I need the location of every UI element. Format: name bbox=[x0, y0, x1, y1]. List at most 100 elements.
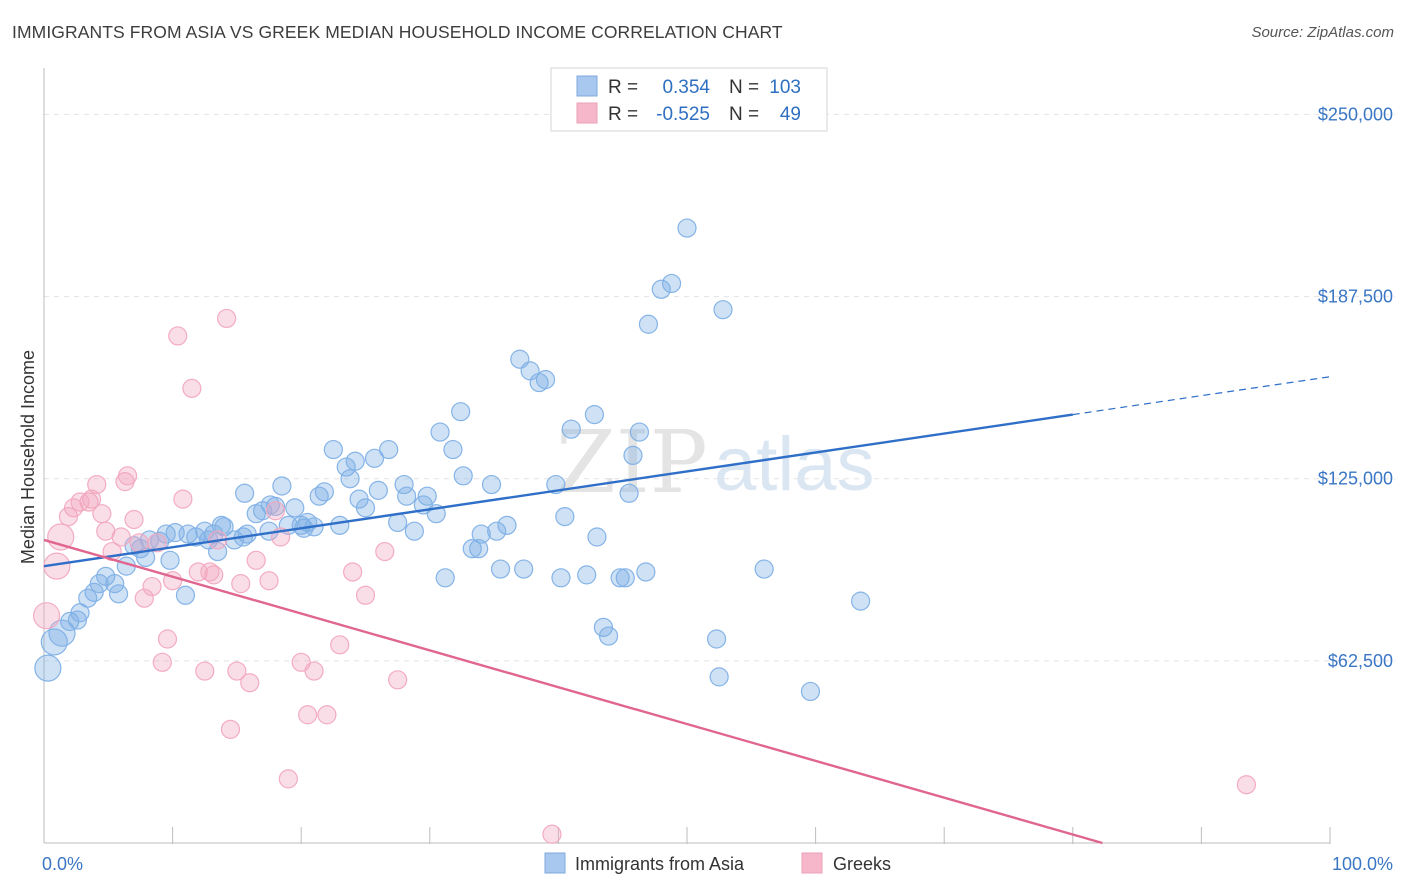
watermark-zip: ZIP bbox=[556, 413, 708, 513]
stats-swatch-blue bbox=[576, 75, 598, 97]
point-greeks-12 bbox=[111, 527, 131, 547]
trend-line-extension-immigrants-from-asia bbox=[1072, 376, 1331, 416]
point-greeks-35 bbox=[240, 673, 260, 693]
point-greeks-1 bbox=[43, 552, 71, 580]
point-immigrants-from-asia-70 bbox=[462, 539, 482, 559]
point-immigrants-from-asia-100 bbox=[677, 218, 697, 238]
trend-lines bbox=[43, 376, 1331, 845]
point-greeks-6 bbox=[79, 492, 99, 512]
point-greeks-40 bbox=[278, 769, 298, 789]
point-immigrants-from-asia-87 bbox=[584, 405, 605, 425]
point-immigrants-from-asia-4 bbox=[67, 610, 88, 630]
point-immigrants-from-asia-71 bbox=[469, 539, 489, 559]
legend: Immigrants from Asia Greeks bbox=[544, 852, 891, 874]
point-immigrants-from-asia-96 bbox=[636, 562, 656, 582]
point-immigrants-from-asia-102 bbox=[709, 667, 729, 687]
stats-n-value-1: 103 bbox=[769, 77, 801, 98]
point-immigrants-from-asia-19 bbox=[160, 550, 180, 570]
point-greeks-43 bbox=[304, 661, 324, 681]
point-immigrants-from-asia-63 bbox=[417, 486, 437, 506]
point-greeks-15 bbox=[124, 509, 144, 530]
point-greeks-31 bbox=[217, 308, 237, 329]
point-immigrants-from-asia-91 bbox=[610, 568, 630, 588]
stats-r-label-2: R = bbox=[608, 104, 638, 125]
point-greeks-21 bbox=[157, 629, 178, 649]
point-immigrants-from-asia-98 bbox=[651, 279, 671, 299]
point-greeks-33 bbox=[227, 661, 247, 681]
point-immigrants-from-asia-51 bbox=[340, 469, 360, 489]
point-immigrants-from-asia-95 bbox=[629, 422, 650, 442]
axes bbox=[43, 68, 1331, 844]
point-greeks-8 bbox=[87, 474, 107, 495]
trend-line-immigrants-from-asia bbox=[43, 413, 1073, 568]
point-immigrants-from-asia-38 bbox=[265, 496, 286, 516]
point-immigrants-from-asia-52 bbox=[345, 451, 365, 471]
point-immigrants-from-asia-2 bbox=[48, 619, 76, 647]
point-immigrants-from-asia-32 bbox=[235, 483, 255, 503]
point-immigrants-from-asia-61 bbox=[404, 521, 424, 541]
trend-line-greeks bbox=[43, 538, 1103, 845]
point-greeks-47 bbox=[355, 585, 376, 605]
point-immigrants-from-asia-86 bbox=[577, 565, 597, 585]
legend-label-greeks: Greeks bbox=[833, 854, 891, 874]
point-immigrants-from-asia-47 bbox=[314, 482, 334, 502]
point-immigrants-from-asia-0 bbox=[34, 654, 62, 682]
stats-r-label-1: R = bbox=[608, 77, 638, 98]
stats-r-value-1: 0.354 bbox=[662, 77, 710, 98]
point-immigrants-from-asia-49 bbox=[330, 515, 350, 535]
y-tick-label-0: $62,500 bbox=[1328, 651, 1393, 671]
point-greeks-23 bbox=[168, 326, 188, 346]
point-immigrants-from-asia-93 bbox=[619, 483, 639, 503]
watermark: ZIP atlas bbox=[556, 413, 875, 513]
point-immigrants-from-asia-78 bbox=[514, 559, 534, 579]
legend-swatch-greeks bbox=[801, 852, 823, 874]
point-greeks-17 bbox=[134, 588, 154, 608]
point-immigrants-from-asia-76 bbox=[497, 515, 517, 535]
point-greeks-37 bbox=[259, 571, 279, 591]
point-greeks-9 bbox=[92, 504, 112, 524]
point-immigrants-from-asia-10 bbox=[105, 574, 125, 594]
stats-r-value-2: -0.525 bbox=[656, 104, 710, 125]
stats-n-value-2: 49 bbox=[780, 104, 801, 125]
point-greeks-25 bbox=[182, 378, 202, 398]
point-immigrants-from-asia-97 bbox=[638, 314, 659, 334]
point-greeks-14 bbox=[117, 466, 138, 486]
x-tick-label-1: 100.0% bbox=[1332, 854, 1393, 874]
y-tick-label-3: $250,000 bbox=[1318, 104, 1393, 124]
point-greeks-46 bbox=[343, 562, 363, 582]
point-greeks-38 bbox=[265, 501, 286, 521]
point-immigrants-from-asia-55 bbox=[364, 448, 385, 468]
point-immigrants-from-asia-83 bbox=[551, 568, 571, 588]
point-greeks-19 bbox=[147, 533, 167, 553]
point-immigrants-from-asia-81 bbox=[535, 370, 556, 390]
point-immigrants-from-asia-106 bbox=[851, 591, 871, 611]
point-immigrants-from-asia-69 bbox=[453, 466, 473, 486]
x-tick-labels: 0.0% 100.0% bbox=[42, 854, 1393, 874]
point-immigrants-from-asia-59 bbox=[394, 474, 414, 495]
point-immigrants-from-asia-90 bbox=[598, 626, 619, 646]
point-immigrants-from-asia-103 bbox=[713, 300, 733, 320]
point-immigrants-from-asia-56 bbox=[368, 480, 388, 500]
point-immigrants-from-asia-66 bbox=[435, 568, 455, 588]
point-immigrants-from-asia-88 bbox=[587, 527, 607, 547]
point-immigrants-from-asia-92 bbox=[615, 568, 635, 588]
point-immigrants-from-asia-22 bbox=[178, 524, 198, 544]
point-greeks-49 bbox=[388, 670, 408, 690]
data-points bbox=[32, 218, 1257, 844]
stats-n-label-2: N = bbox=[729, 104, 759, 125]
point-immigrants-from-asia-99 bbox=[661, 273, 682, 294]
y-axis-label: Median Household Income bbox=[18, 350, 38, 564]
stats-box: R = 0.354 N = 103 R = -0.525 N = 49 bbox=[550, 67, 828, 132]
point-immigrants-from-asia-73 bbox=[481, 474, 502, 495]
point-greeks-0 bbox=[32, 602, 61, 630]
stats-swatch-pink bbox=[576, 102, 598, 124]
point-greeks-20 bbox=[152, 652, 172, 672]
point-immigrants-from-asia-57 bbox=[379, 439, 399, 460]
point-immigrants-from-asia-68 bbox=[451, 402, 471, 422]
point-greeks-48 bbox=[375, 541, 395, 562]
point-greeks-32 bbox=[220, 719, 241, 739]
point-greeks-16 bbox=[129, 533, 149, 553]
chart-source: Source: ZipAtlas.com bbox=[1251, 24, 1394, 41]
point-immigrants-from-asia-1 bbox=[40, 628, 68, 656]
